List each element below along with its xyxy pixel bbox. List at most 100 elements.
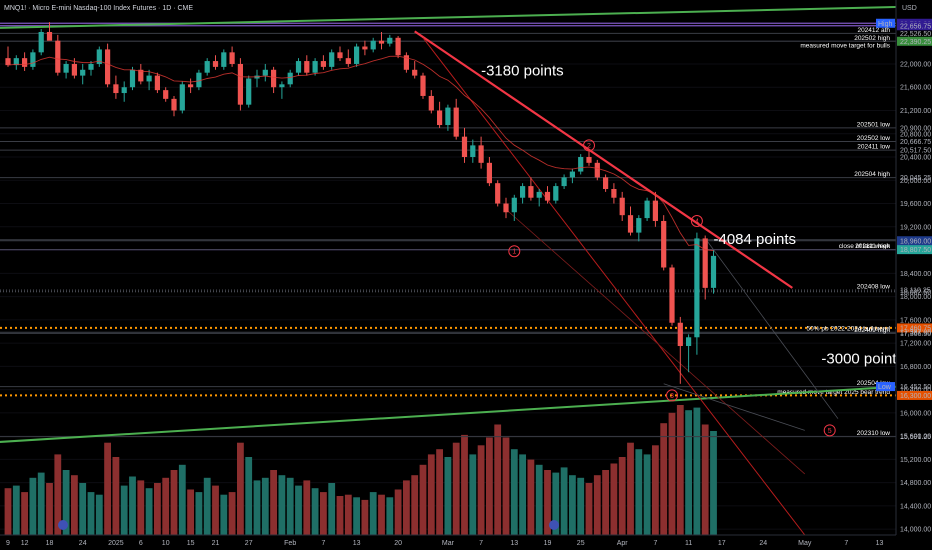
- candle-body: [171, 98, 177, 111]
- volume-bar: [87, 492, 95, 535]
- volume-bar: [593, 475, 601, 535]
- volume-bar: [12, 485, 20, 535]
- wave-marker-circle: [823, 424, 836, 437]
- time-tick-label: 27: [245, 540, 253, 547]
- volume-bar: [635, 449, 643, 535]
- time-tick-label: 2025: [108, 540, 124, 547]
- green-channel-bottom: [0, 385, 897, 443]
- candle-body: [669, 267, 675, 323]
- time-tick-label: 24: [79, 540, 87, 547]
- volume-bar: [685, 410, 692, 535]
- volume-bar: [403, 480, 410, 535]
- candle-body: [586, 157, 592, 163]
- level-price-label: 20,045.25: [900, 175, 931, 182]
- volume-bar: [378, 494, 385, 535]
- time-tick-label: 13: [510, 540, 518, 547]
- level-name-label: 202111 high: [855, 243, 890, 250]
- events-icon-right[interactable]: [549, 520, 559, 530]
- candle-body: [403, 55, 409, 70]
- currency-label[interactable]: USD: [902, 5, 917, 12]
- time-tick-label: 13: [353, 540, 361, 547]
- volume-bar: [618, 457, 626, 535]
- time-tick-label: Apr: [617, 540, 629, 547]
- price-tick-label: 15,600.00: [900, 434, 931, 441]
- candle-body: [578, 157, 584, 172]
- candle-body: [105, 49, 111, 85]
- level-name-label: 202502 low: [857, 135, 891, 142]
- volume-bar: [560, 467, 568, 535]
- volume-bar: [62, 470, 70, 535]
- wave-marker-label: 2: [587, 143, 591, 150]
- level-price-label: 17,366.50: [900, 331, 931, 338]
- volume-bar: [527, 459, 535, 535]
- candle-body: [528, 186, 534, 198]
- time-tick-label: 10: [162, 540, 170, 547]
- bear-channel-line-2: [505, 209, 806, 475]
- time-tick-label: 9: [6, 540, 10, 547]
- volume-bar: [369, 492, 377, 535]
- volume-bar: [4, 488, 12, 535]
- price-tick-label: 16,000.00: [900, 410, 931, 417]
- candle-body: [478, 145, 484, 163]
- candle-body: [262, 69, 268, 76]
- volume-bar: [212, 485, 219, 535]
- price-axis[interactable]: [896, 0, 932, 550]
- price-tick-label: 19,600.00: [900, 201, 931, 208]
- time-tick-label: 18: [46, 540, 54, 547]
- volume-bar: [261, 477, 269, 535]
- wave-marker-circle: [690, 214, 703, 227]
- volume-bar: [344, 494, 352, 535]
- level-name-label: 202411 low: [857, 144, 890, 151]
- level-name-label: close of last week: [839, 243, 891, 250]
- time-tick-label: Mar: [442, 540, 455, 547]
- price-tick-label: 14,400.00: [900, 503, 931, 510]
- price-tick-label: 21,200.00: [900, 108, 931, 115]
- candle-body: [96, 49, 102, 64]
- volume-bar: [29, 477, 37, 535]
- level-price-label: 18,807.50: [900, 247, 931, 254]
- level-name-label: 202310 low: [857, 430, 891, 437]
- volume-bar: [477, 445, 485, 535]
- candle-body: [129, 69, 136, 88]
- events-icon-left[interactable]: [58, 520, 68, 530]
- candle-body: [710, 255, 717, 288]
- candle-body: [304, 61, 310, 73]
- volume-bar: [585, 483, 593, 535]
- volume-bar: [660, 423, 668, 535]
- price-tag-bg: [897, 323, 932, 333]
- candle-body: [420, 75, 426, 96]
- volume-bar: [461, 434, 468, 535]
- level-name-label: 202504 high: [854, 171, 890, 178]
- volume-bar: [253, 480, 261, 535]
- candle-body: [337, 52, 343, 59]
- level-price-label: 22,526.50: [900, 31, 931, 38]
- volume-bar: [336, 496, 344, 535]
- price-tick-label: 18,000.00: [900, 294, 931, 301]
- volume-bar: [386, 497, 394, 535]
- candle-body: [503, 203, 509, 213]
- candle-body: [511, 197, 517, 213]
- volume-bar: [610, 463, 618, 535]
- candle-body: [437, 110, 443, 126]
- candle-body: [271, 69, 277, 88]
- candle-body: [329, 52, 335, 67]
- price-tag-bg: [897, 245, 932, 255]
- level-name-label: 202501 low: [857, 121, 891, 128]
- level-price-label: 18,110.25: [900, 288, 931, 295]
- candle-body: [354, 46, 360, 64]
- candle-body: [295, 61, 302, 73]
- candle-body: [80, 69, 86, 76]
- volume-bar: [361, 499, 369, 535]
- level-name-label: 50% pb 2022-2024 bull trend: [807, 326, 891, 333]
- trendlines: [0, 5, 897, 536]
- level-price-label: 15,591.25: [900, 434, 931, 441]
- candle-body: [22, 58, 28, 67]
- grid: [0, 40, 896, 530]
- candle-body: [212, 61, 219, 67]
- volume-bar: [162, 477, 170, 535]
- candle-body: [179, 84, 185, 111]
- time-tick-label: 13: [876, 540, 884, 547]
- volume-bar: [569, 475, 576, 535]
- level-price-label: 22,390.25: [900, 39, 931, 46]
